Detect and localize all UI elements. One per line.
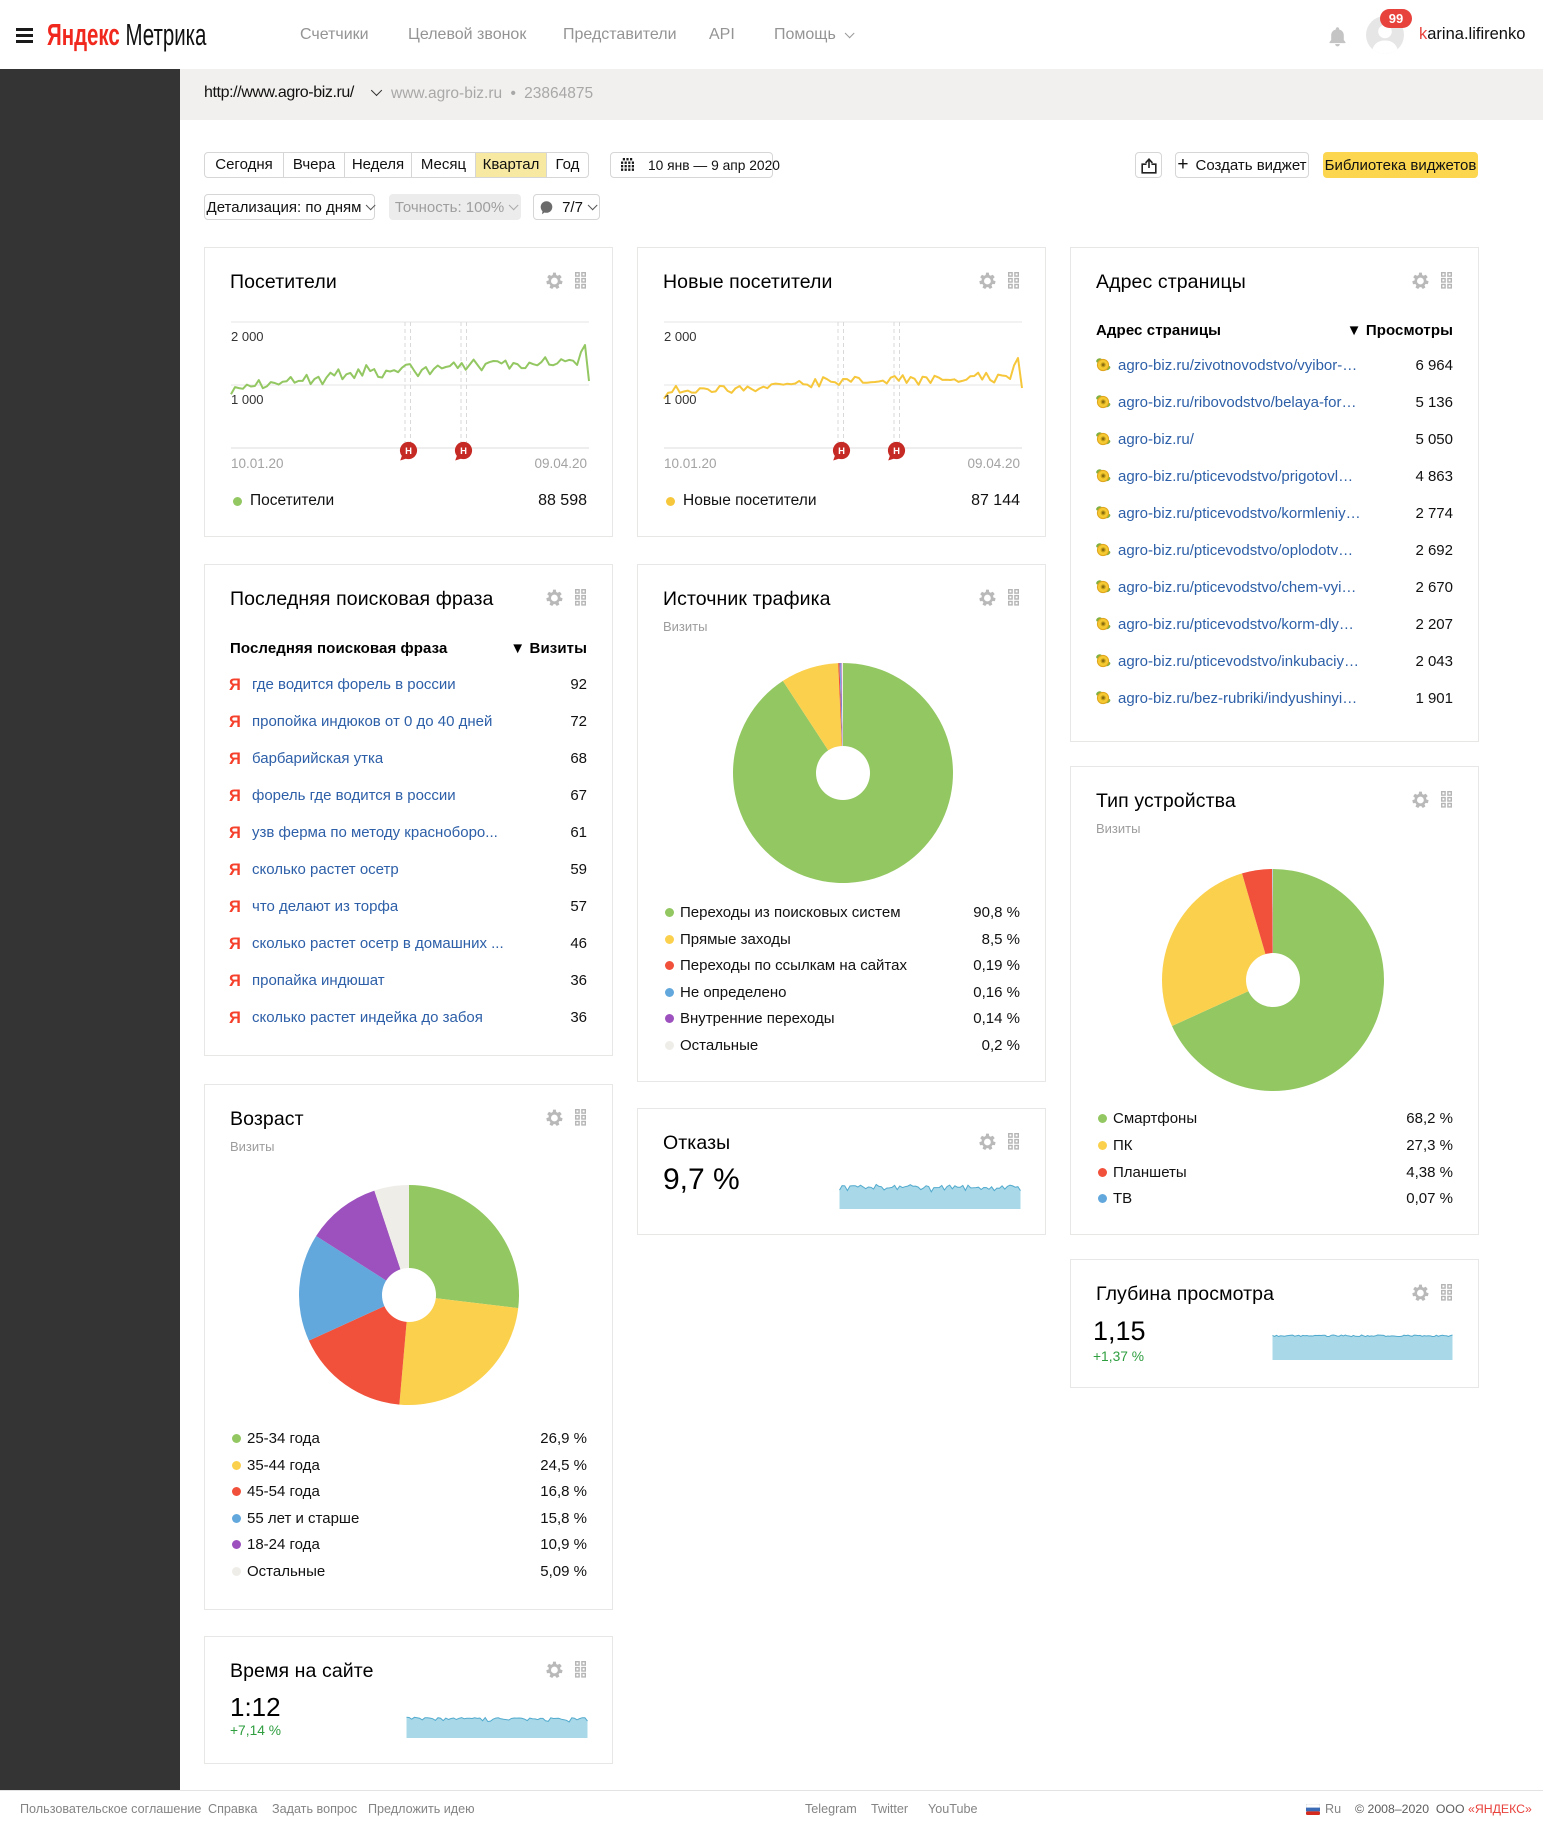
- svg-text:Н: Н: [405, 446, 412, 457]
- svg-text:Н: Н: [838, 446, 845, 457]
- svg-text:Н: Н: [460, 446, 467, 457]
- svg-text:Н: Н: [893, 446, 900, 457]
